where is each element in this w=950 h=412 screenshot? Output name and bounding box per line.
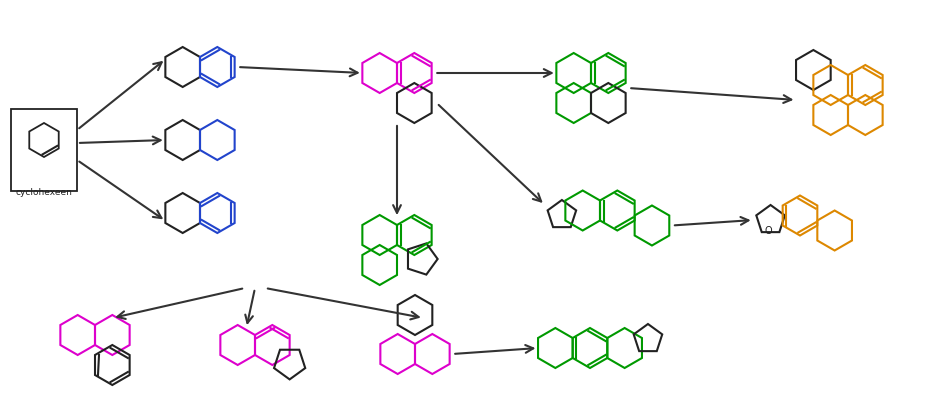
FancyBboxPatch shape bbox=[11, 109, 77, 191]
Text: O: O bbox=[765, 226, 772, 236]
Text: cyclohexeen: cyclohexeen bbox=[15, 188, 72, 197]
